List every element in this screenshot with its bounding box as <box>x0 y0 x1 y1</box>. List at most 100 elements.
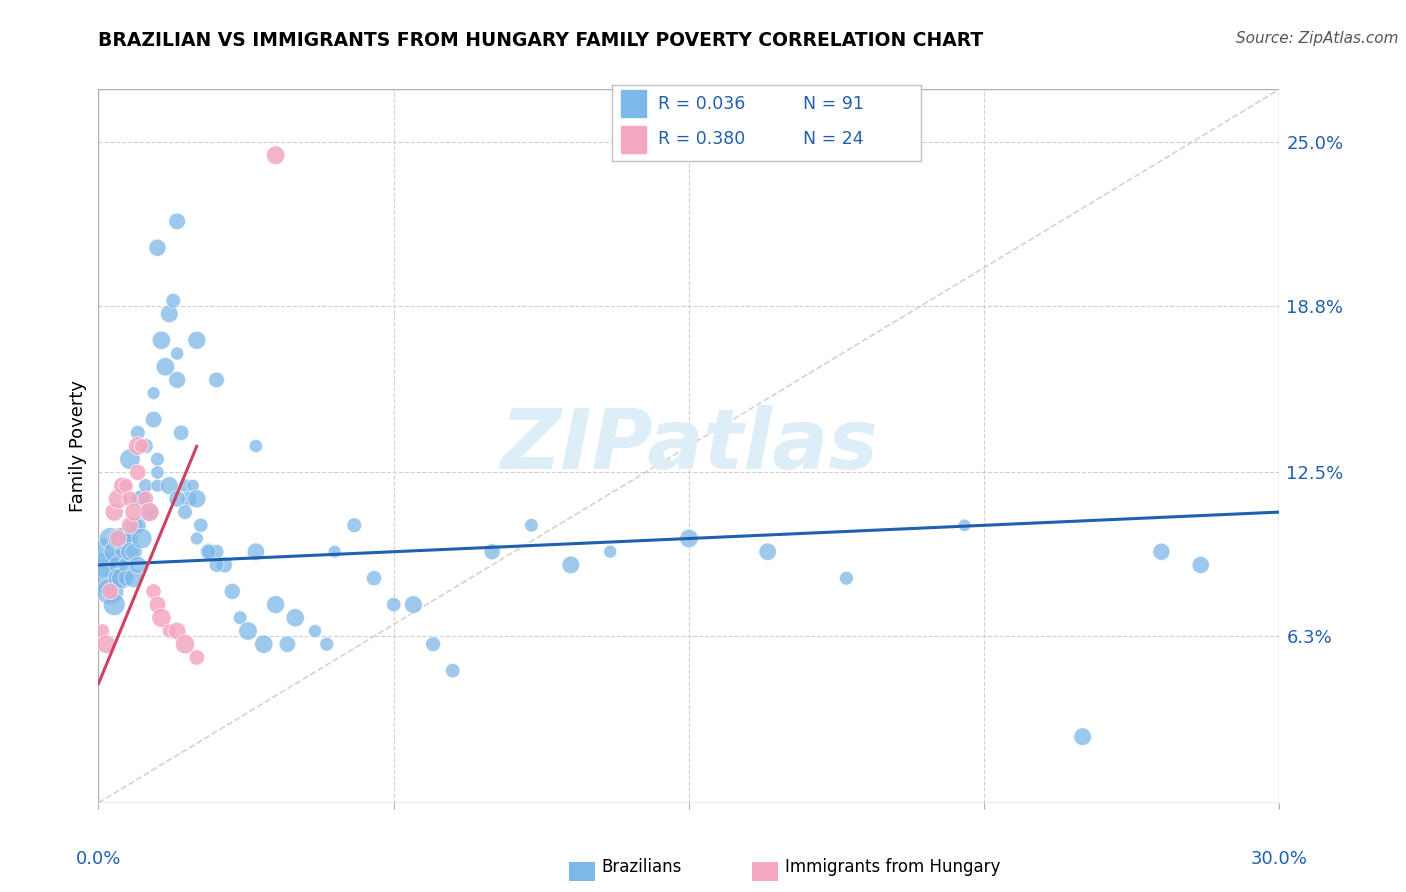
Point <box>205 373 228 387</box>
Point <box>138 505 160 519</box>
Point <box>560 558 582 572</box>
Point <box>174 505 197 519</box>
Point <box>118 545 141 559</box>
Point <box>205 558 228 572</box>
Point <box>166 491 188 506</box>
Point <box>1189 558 1212 572</box>
Point <box>127 558 149 572</box>
Point <box>402 598 425 612</box>
Point <box>205 545 228 559</box>
Text: N = 24: N = 24 <box>803 130 865 148</box>
Text: Immigrants from Hungary: Immigrants from Hungary <box>785 858 1000 876</box>
Point <box>229 611 252 625</box>
Point <box>284 611 307 625</box>
Point <box>103 505 125 519</box>
FancyBboxPatch shape <box>621 90 645 117</box>
Point <box>122 545 145 559</box>
Point <box>276 637 298 651</box>
Point <box>174 478 197 492</box>
Point <box>122 505 145 519</box>
Point <box>115 532 138 546</box>
Point <box>678 532 700 546</box>
Point <box>135 439 157 453</box>
Point <box>186 491 208 506</box>
Point <box>96 637 118 651</box>
Point <box>170 425 193 440</box>
Point <box>166 214 188 228</box>
Point <box>315 637 337 651</box>
Point <box>599 545 621 559</box>
Point <box>162 293 184 308</box>
Point <box>150 611 173 625</box>
Point <box>146 478 169 492</box>
Point <box>131 439 153 453</box>
Point <box>142 386 165 401</box>
Point <box>111 571 134 585</box>
Point <box>221 584 243 599</box>
Point <box>197 545 219 559</box>
Text: Brazilians: Brazilians <box>602 858 682 876</box>
Point <box>166 624 188 638</box>
Point <box>127 425 149 440</box>
Point <box>422 637 444 651</box>
Text: BRAZILIAN VS IMMIGRANTS FROM HUNGARY FAMILY POVERTY CORRELATION CHART: BRAZILIAN VS IMMIGRANTS FROM HUNGARY FAM… <box>98 31 984 50</box>
Point <box>343 518 366 533</box>
Point <box>174 637 197 651</box>
Point <box>264 148 287 162</box>
Point <box>107 558 129 572</box>
Point <box>142 584 165 599</box>
Point <box>146 452 169 467</box>
Point <box>382 598 405 612</box>
Point <box>146 241 169 255</box>
Point <box>131 491 153 506</box>
Text: R = 0.036: R = 0.036 <box>658 95 745 112</box>
Point <box>181 478 204 492</box>
Point <box>186 650 208 665</box>
Point <box>138 505 160 519</box>
Point <box>107 491 129 506</box>
Text: N = 91: N = 91 <box>803 95 865 112</box>
Point <box>157 307 180 321</box>
Point <box>135 505 157 519</box>
Point <box>118 532 141 546</box>
Point <box>214 558 236 572</box>
Point <box>118 491 141 506</box>
Point <box>323 545 346 559</box>
Text: ZIPatlas: ZIPatlas <box>501 406 877 486</box>
Point <box>115 558 138 572</box>
Point <box>166 373 188 387</box>
Point <box>142 412 165 426</box>
Point <box>98 584 121 599</box>
Point <box>91 558 114 572</box>
Point <box>186 532 208 546</box>
Point <box>197 545 219 559</box>
Point <box>122 518 145 533</box>
Point <box>146 598 169 612</box>
Point <box>111 545 134 559</box>
Text: Source: ZipAtlas.com: Source: ZipAtlas.com <box>1236 31 1399 46</box>
Point <box>441 664 464 678</box>
Point <box>118 518 141 533</box>
Point <box>363 571 385 585</box>
Point <box>135 491 157 506</box>
Point <box>96 545 118 559</box>
Point <box>115 571 138 585</box>
Point <box>127 466 149 480</box>
Point <box>155 359 177 374</box>
Point <box>157 624 180 638</box>
Point <box>304 624 326 638</box>
Text: 30.0%: 30.0% <box>1251 850 1308 869</box>
Point <box>91 624 114 638</box>
FancyBboxPatch shape <box>621 127 645 153</box>
Point <box>186 333 208 347</box>
Point <box>118 452 141 467</box>
Point <box>127 491 149 506</box>
Point <box>253 637 276 651</box>
Point <box>177 491 200 506</box>
Point <box>1071 730 1094 744</box>
Point <box>146 466 169 480</box>
Point <box>835 571 858 585</box>
Point <box>96 571 118 585</box>
Point <box>190 518 212 533</box>
Point <box>953 518 976 533</box>
